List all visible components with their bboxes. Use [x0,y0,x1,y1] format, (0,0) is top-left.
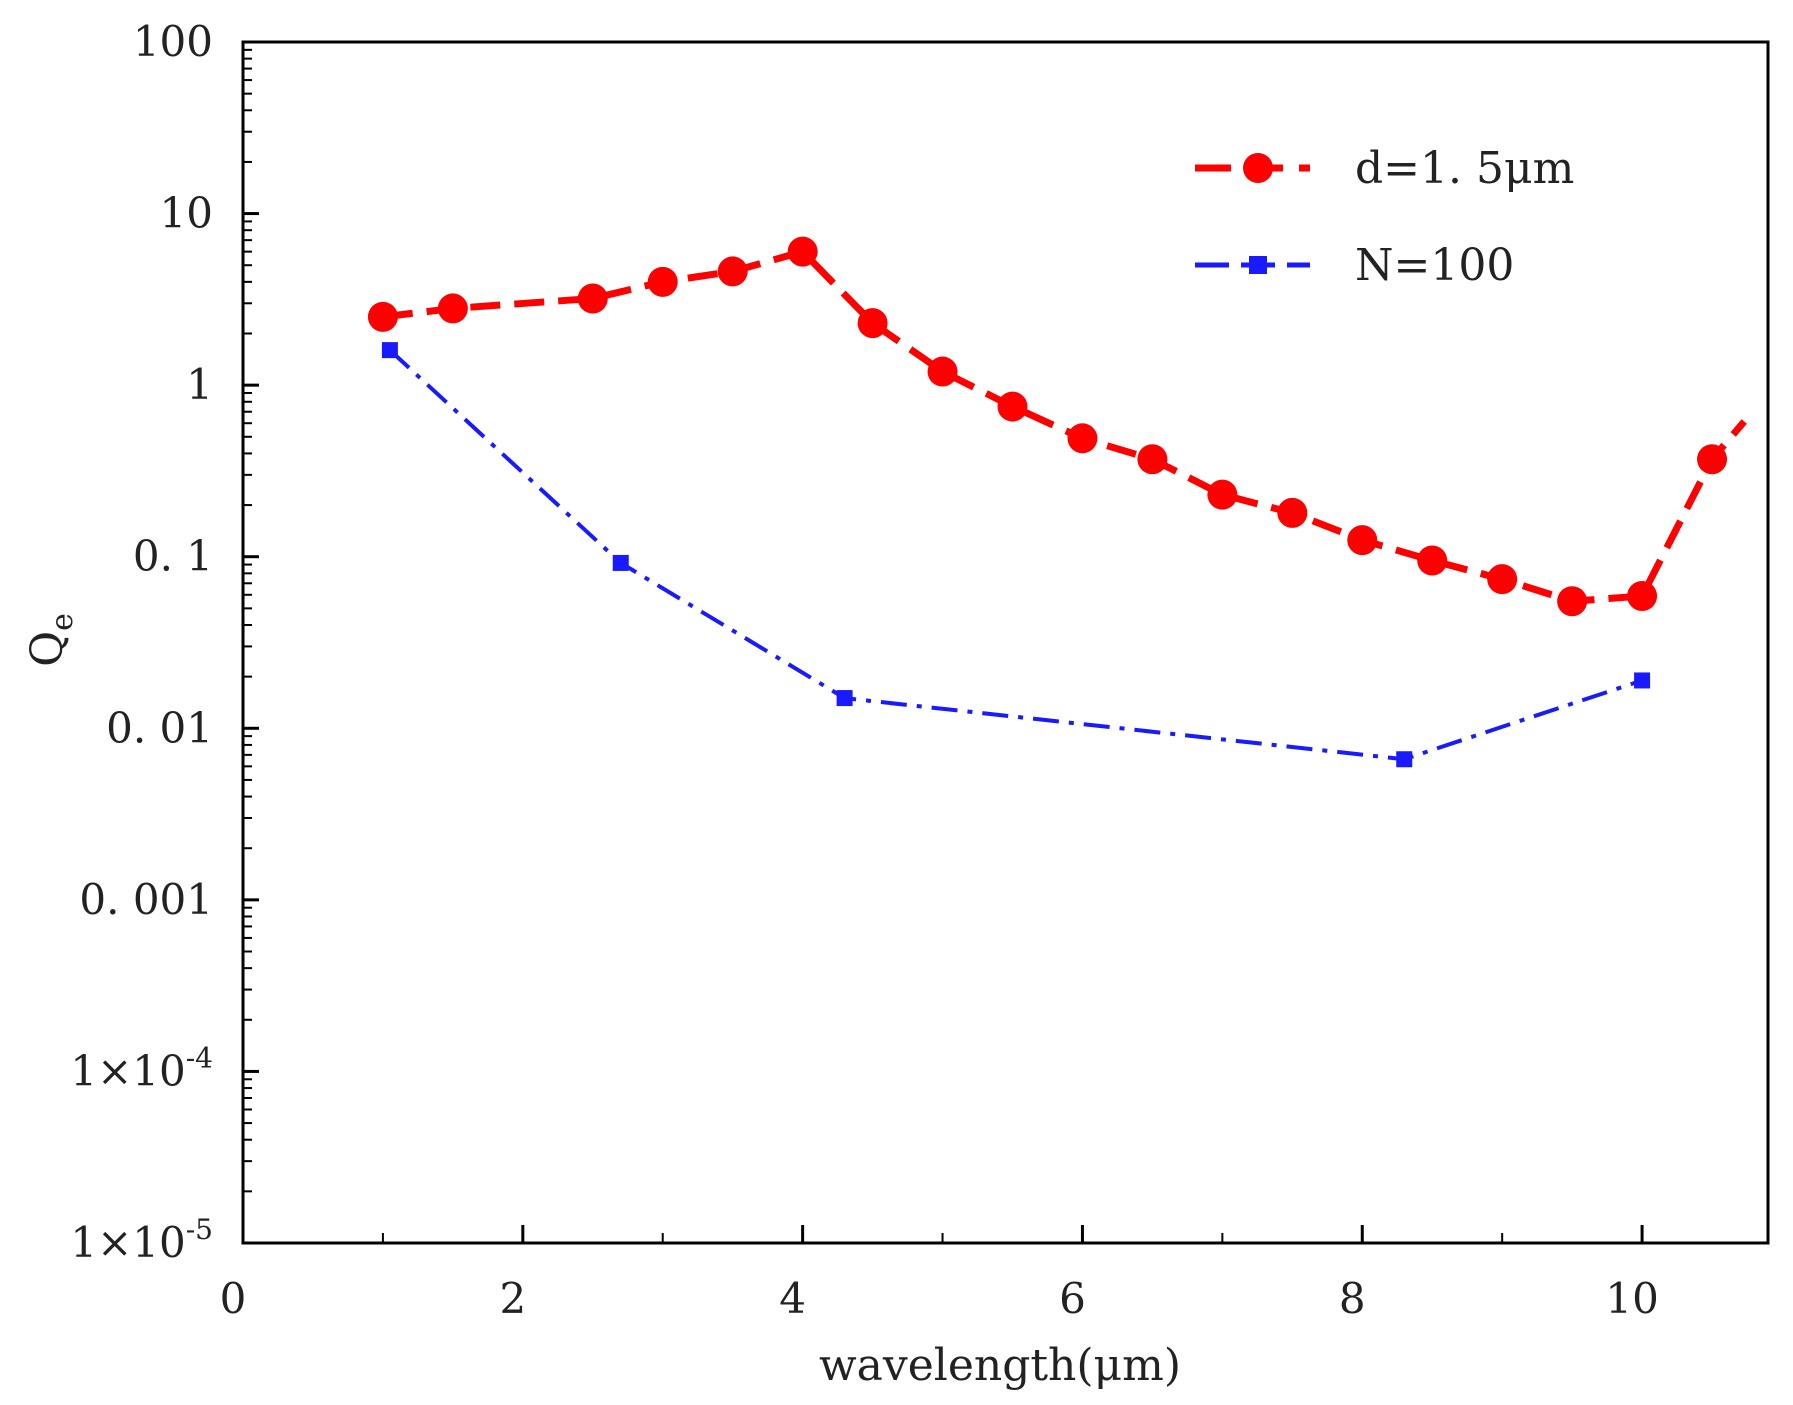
x-tick-label: 8 [1339,1274,1366,1323]
y-tick-label-base: 0. 001 [79,875,213,924]
y-tick-label-exponent: -4 [186,1041,213,1074]
series-line [382,247,1747,605]
series-n-100 [381,342,1651,768]
data-point [1627,581,1658,612]
x-tick-label: 2 [499,1274,526,1323]
y-axis-title-subscript: e [45,613,80,631]
x-tick-label: 6 [1059,1274,1086,1323]
y-tick-label-base: 100 [133,17,213,66]
data-point [1347,525,1378,556]
y-tick-label: 100 [133,17,213,66]
x-tick-label: 4 [779,1274,806,1323]
data-point [381,342,398,359]
data-point [787,236,818,267]
x-axis-title: wavelength(μm) [819,1340,1181,1391]
data-point [857,308,888,339]
y-axis-title: Qe [22,613,80,667]
data-point [612,554,629,571]
y-tick-label: 1 [186,360,213,409]
y-tick-label: 0. 1 [133,532,213,581]
series-d-1-5um [367,236,1747,617]
y-tick-label: 0. 01 [106,703,213,752]
data-point [577,283,608,314]
x-axis: 0 2 4 6 8 10 [220,1225,1659,1323]
y-axis-title-main: Q [22,631,73,667]
x-tick-label: 0 [220,1274,247,1323]
legend-label: N=100 [1355,240,1514,291]
data-point [367,301,398,332]
series-layer [367,236,1747,768]
legend-item: d=1. 5μm [1195,143,1574,194]
y-tick-label-exponent: -5 [186,1213,213,1246]
data-point [437,293,468,324]
data-point [1067,423,1098,454]
legend-marker [1243,153,1273,183]
y-tick-label-base: 1 [186,360,213,409]
y-tick-label-base: 1×10 [70,1046,185,1095]
plot-frame [241,40,1770,1245]
data-point [836,690,853,707]
data-point [1634,672,1651,689]
y-tick-label-base: 0. 01 [106,703,213,752]
y-tick-label: 1×10-4 [70,1041,213,1095]
data-point [717,256,748,287]
legend-item: N=100 [1195,240,1514,291]
data-point [1487,564,1518,595]
data-point [997,391,1028,422]
data-point [1417,545,1448,576]
y-tick-label-base: 10 [160,189,213,238]
y-tick-label-base: 0. 1 [133,532,213,581]
legend: d=1. 5μm N=100 [1195,143,1574,291]
y-tick-label: 1×10-5 [70,1213,213,1267]
y-tick-label: 0. 001 [79,875,213,924]
data-point [1137,444,1168,475]
data-point [1207,479,1238,510]
data-point [647,266,678,297]
data-point [1557,586,1588,617]
data-point [1396,751,1413,768]
legend-label: d=1. 5μm [1355,143,1574,194]
data-point [1697,444,1728,475]
y-tick-label-base: 1×10 [70,1218,185,1267]
legend-marker [1249,256,1267,274]
data-point [927,356,958,387]
x-tick-label: 10 [1605,1274,1658,1323]
data-point [1277,497,1308,528]
y-tick-label: 10 [160,189,213,238]
